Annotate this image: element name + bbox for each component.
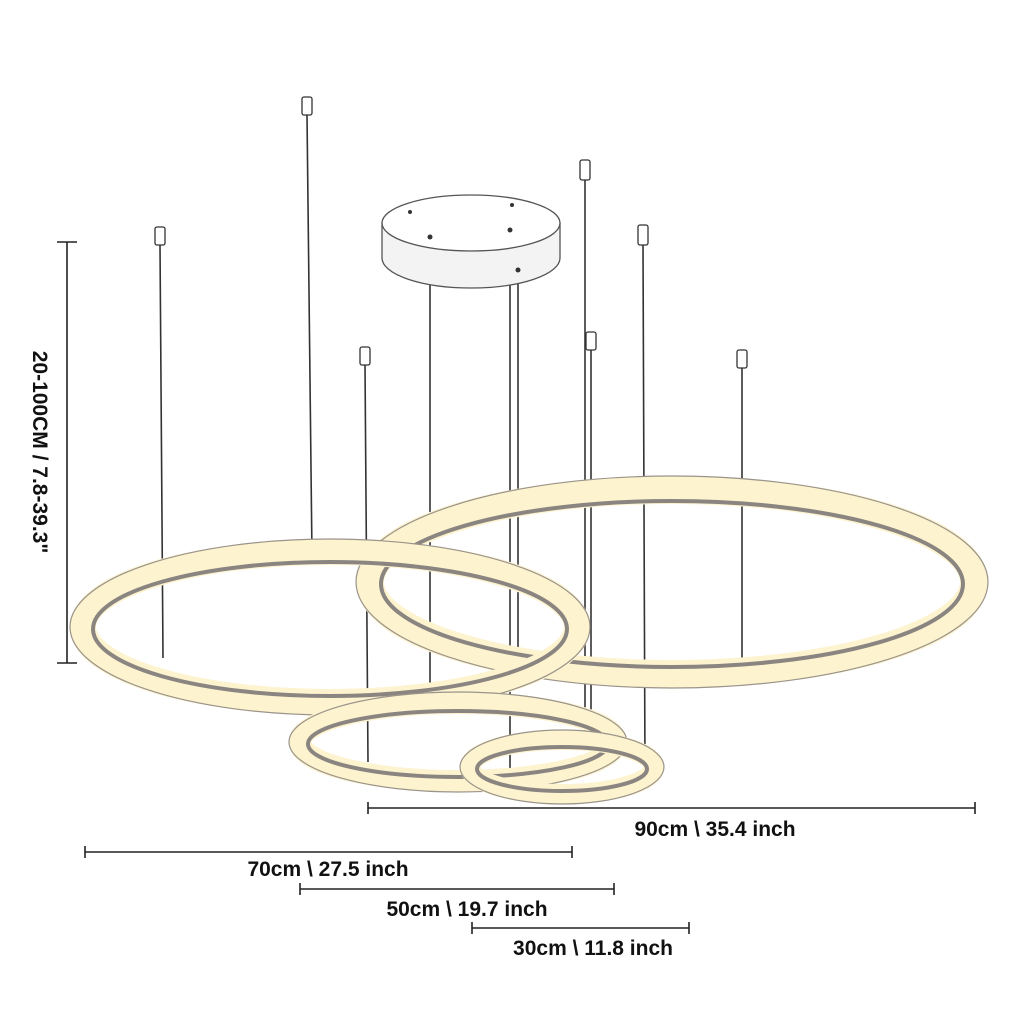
ring-70 bbox=[69, 538, 591, 716]
height-label: 20-100CM / 7.8-39.3" bbox=[28, 351, 51, 554]
ring-30-outer-edge bbox=[459, 729, 665, 805]
ring-90-label: 90cm \ 35.4 inch bbox=[634, 818, 795, 841]
ceiling-anchors bbox=[154, 96, 748, 369]
ring-90-glow bbox=[356, 476, 988, 688]
ring-70-dimension-line bbox=[84, 846, 573, 858]
wire bbox=[306, 114, 313, 557]
ring-30 bbox=[459, 729, 665, 805]
anchor-icon bbox=[301, 96, 313, 116]
ring-70-inner-edge bbox=[91, 560, 569, 698]
dimension-lines bbox=[57, 241, 976, 934]
height-dimension-line bbox=[57, 241, 77, 664]
ring-70-label: 70cm \ 27.5 inch bbox=[247, 858, 408, 881]
anchor-icon bbox=[154, 226, 166, 246]
ring-30-glow bbox=[460, 730, 664, 804]
anchor-icon bbox=[637, 224, 649, 246]
ring-70-glow bbox=[70, 539, 590, 715]
ring-50-dimension-line bbox=[299, 883, 615, 895]
ring-30-inner-edge bbox=[475, 745, 649, 793]
rings bbox=[69, 475, 989, 805]
ring-50-label: 50cm \ 19.7 inch bbox=[386, 898, 547, 921]
ring-90-dimension-line bbox=[367, 802, 976, 814]
anchor-icon bbox=[579, 159, 591, 181]
wire bbox=[159, 244, 164, 659]
anchor-icon bbox=[736, 349, 748, 369]
ring-30-dimension-line bbox=[471, 922, 690, 934]
ring-90 bbox=[355, 475, 989, 689]
wire bbox=[642, 244, 646, 773]
ring-30-label: 30cm \ 11.8 inch bbox=[513, 937, 673, 960]
anchor-icon bbox=[359, 346, 371, 366]
ceiling-canopy bbox=[381, 194, 561, 289]
ring-90-inner-edge bbox=[379, 499, 965, 669]
anchor-icon bbox=[585, 331, 597, 351]
ring-90-outer-edge bbox=[355, 475, 989, 689]
